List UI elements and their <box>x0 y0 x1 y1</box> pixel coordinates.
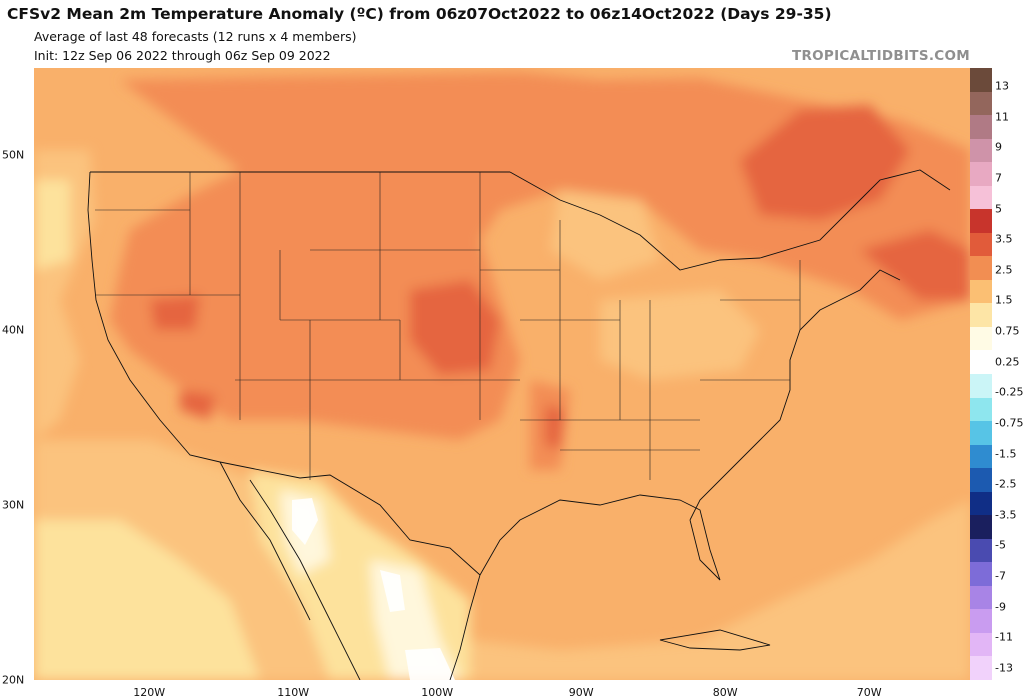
baja-coast <box>219 461 311 621</box>
colorbar: 13 11 9 7 5 3.5 2.5 1.5 0.75 0.25 -0.25 -0.75 -1.5 -2… <box>970 68 1024 681</box>
anomaly-band-2.5 <box>150 295 200 330</box>
anomaly-band-2.5 <box>860 230 970 300</box>
state-borders <box>95 172 801 480</box>
great-lakes-border <box>509 171 761 271</box>
west-coast <box>87 171 221 463</box>
longitude-label: 90W <box>568 686 594 699</box>
colorbar-label: 5 <box>995 202 1002 216</box>
colorbar-swatch <box>970 444 992 469</box>
colorbar-swatch <box>970 115 992 140</box>
map-title: CFSv2 Mean 2m Temperature Anomaly (ºC) f… <box>7 5 832 23</box>
colorbar-swatch <box>970 562 992 587</box>
white-anomaly-patch <box>380 570 405 612</box>
anomaly-band-0.75 <box>600 290 760 380</box>
colorbar-swatch <box>970 91 992 116</box>
gulf-coast <box>479 494 721 581</box>
colorbar-swatch <box>970 632 992 657</box>
colorbar-label: -0.25 <box>995 385 1024 399</box>
east-coast <box>689 269 901 521</box>
colorbar-label: 3.5 <box>995 232 1013 246</box>
colorbar-swatch <box>970 279 992 304</box>
colorbar-swatch <box>970 232 992 257</box>
us-mexico-border <box>219 461 481 576</box>
longitude-label: 100W <box>421 686 454 699</box>
colorbar-label: 0.25 <box>995 355 1020 369</box>
colorbar-swatch <box>970 256 992 281</box>
longitude-label: 120W <box>133 686 166 699</box>
header: CFSv2 Mean 2m Temperature Anomaly (ºC) f… <box>0 0 1024 68</box>
colorbar-label: 0.75 <box>995 324 1020 338</box>
colorbar-swatch <box>970 491 992 516</box>
colorbar-label: 9 <box>995 140 1002 154</box>
mexico-west-coast <box>249 479 361 680</box>
colorbar-swatch <box>970 326 992 351</box>
latitude-label: 30N <box>2 498 25 512</box>
colorbar-swatch <box>970 374 992 399</box>
colorbar-swatch <box>970 162 992 187</box>
colorbar-swatch <box>970 68 992 93</box>
colorbar-label: -3.5 <box>995 508 1017 522</box>
init-time: Init: 12z Sep 06 2022 through 06z Sep 09… <box>34 48 331 63</box>
colorbar-swatch <box>970 138 992 163</box>
latitude-label: 20N <box>2 673 25 687</box>
colorbar-label: 1.5 <box>995 293 1013 307</box>
latitude-label: 50N <box>2 148 25 162</box>
colorbar-label: -11 <box>995 630 1013 644</box>
map-subtitle: Average of last 48 forecasts (12 runs x … <box>34 29 357 44</box>
colorbar-swatch <box>970 303 992 328</box>
anomaly-band-2.5 <box>180 390 215 420</box>
latitude-label: 40N <box>2 323 25 337</box>
anomaly-band-2.5 <box>410 280 500 375</box>
longitude-label: 80W <box>712 686 738 699</box>
colorbar-label: -7 <box>995 569 1006 583</box>
anomaly-band-0.25 <box>34 520 260 680</box>
anomaly-band-2.5 <box>740 105 910 220</box>
longitude-label: 110W <box>277 686 310 699</box>
colorbar-label: 2.5 <box>995 263 1013 277</box>
colorbar-swatch <box>970 350 992 375</box>
colorbar-swatch <box>970 585 992 610</box>
white-anomaly-patch <box>405 648 455 680</box>
colorbar-label: 13 <box>995 79 1009 93</box>
colorbar-label: -5 <box>995 538 1006 552</box>
colorbar-swatch <box>970 656 992 681</box>
colorbar-label: 11 <box>995 110 1009 124</box>
watermark: TROPICALTIDBITS.COM <box>791 48 970 64</box>
colorbar-swatch <box>970 609 992 634</box>
colorbar-swatch <box>970 468 992 493</box>
colorbar-label: -13 <box>995 661 1013 675</box>
colorbar-swatch <box>970 421 992 446</box>
colorbar-label: -0.75 <box>995 416 1024 430</box>
coastlines-and-borders <box>87 169 951 680</box>
mexico-gulf-coast <box>449 574 481 680</box>
colorbar-swatch <box>970 185 992 210</box>
colorbar-swatch <box>970 515 992 540</box>
cuba-outline <box>659 629 771 651</box>
anomaly-band-0.25 <box>34 180 70 270</box>
colorbar-label: -1.5 <box>995 447 1017 461</box>
colorbar-label: 7 <box>995 171 1002 185</box>
northeast-border <box>759 169 951 259</box>
white-anomaly-patch <box>292 498 318 545</box>
anomaly-band-0.75 <box>550 190 660 280</box>
colorbar-swatch <box>970 397 992 422</box>
colorbar-swatch <box>970 538 992 563</box>
colorbar-swatch <box>970 209 992 234</box>
colorbar-label: -9 <box>995 600 1006 614</box>
colorbar-label: -2.5 <box>995 477 1017 491</box>
longitude-label: 70W <box>856 686 882 699</box>
